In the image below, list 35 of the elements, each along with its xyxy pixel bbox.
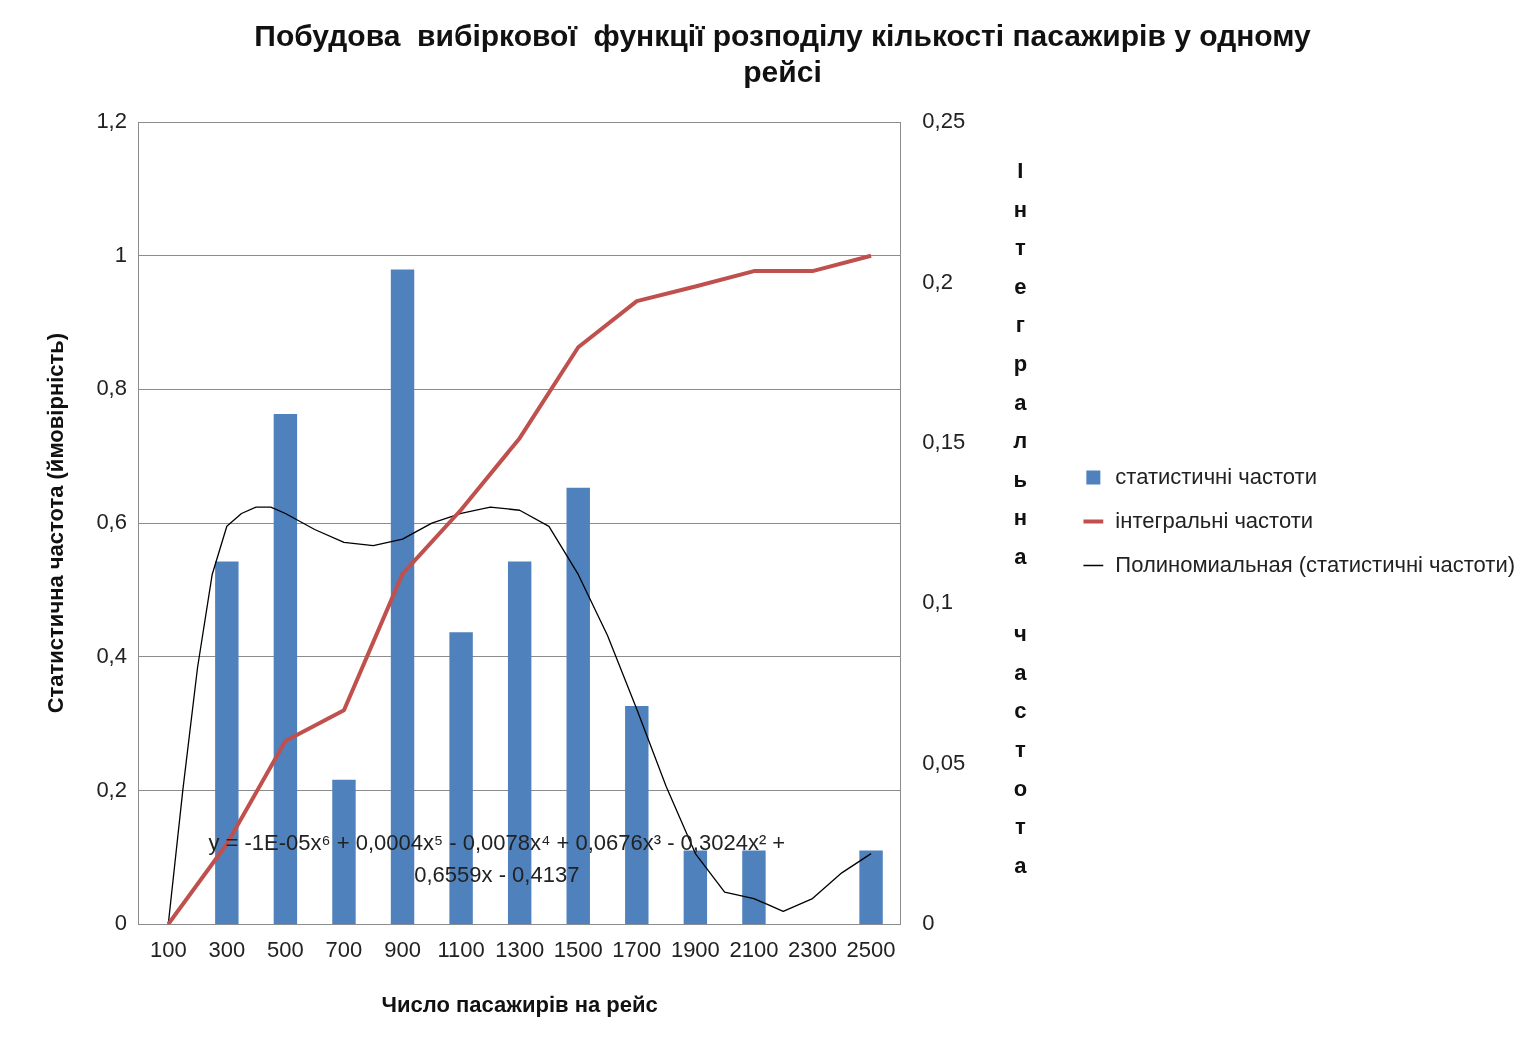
legend-label: інтегральні частоти [1115, 507, 1314, 533]
x-tick-label: 700 [325, 937, 363, 963]
x-tick-label: 2100 [729, 937, 779, 963]
legend-label: статистичні частоти [1115, 463, 1317, 489]
bar [332, 779, 356, 925]
x-axis-title: Число пасажирів на рейс [381, 991, 658, 1017]
y-tick-label: 1,2 [96, 108, 127, 134]
y-tick-label: 1 [114, 241, 127, 267]
bar [859, 850, 883, 925]
y-tick-label: 0,8 [96, 375, 127, 401]
x-tick-label: 100 [149, 937, 187, 963]
x-tick-label: 1700 [612, 937, 662, 963]
x-tick-label: 300 [208, 937, 246, 963]
y2-tick-label: 0 [922, 910, 935, 936]
y-tick-label: 0,6 [96, 509, 127, 535]
chart-title: Побудова вибіркової функції розподілу кількості пасажирів у одному рейсі [254, 19, 1312, 89]
y-tick-label: 0,4 [96, 642, 127, 668]
x-tick-label: 500 [267, 937, 304, 963]
x-tick-label: 1100 [437, 937, 485, 963]
y2-tick-label: 0,1 [922, 589, 953, 615]
y-tick-label: 0,2 [96, 776, 127, 802]
y2-tick-label: 0,25 [922, 108, 966, 134]
x-tick-label: 1900 [670, 937, 720, 963]
legend-label: Полиномиальная (статистичні частоти) [1115, 551, 1515, 577]
x-tick-label: 2500 [846, 937, 896, 963]
y2-tick-label: 0,15 [922, 428, 966, 454]
y-tick-label: 0 [114, 910, 127, 936]
y2-tick-label: 0,2 [922, 268, 953, 294]
x-tick-label: 1500 [553, 937, 603, 963]
text: Інтегральна частота [1013, 158, 1028, 878]
x-tick-label: 900 [384, 937, 421, 963]
x-tick-label: 2300 [788, 937, 837, 963]
x-tick-label: 1300 [495, 937, 545, 963]
y-axis-title: Статистична частота (ймовірність) [43, 332, 69, 714]
y2-tick-label: 0,05 [922, 749, 966, 775]
